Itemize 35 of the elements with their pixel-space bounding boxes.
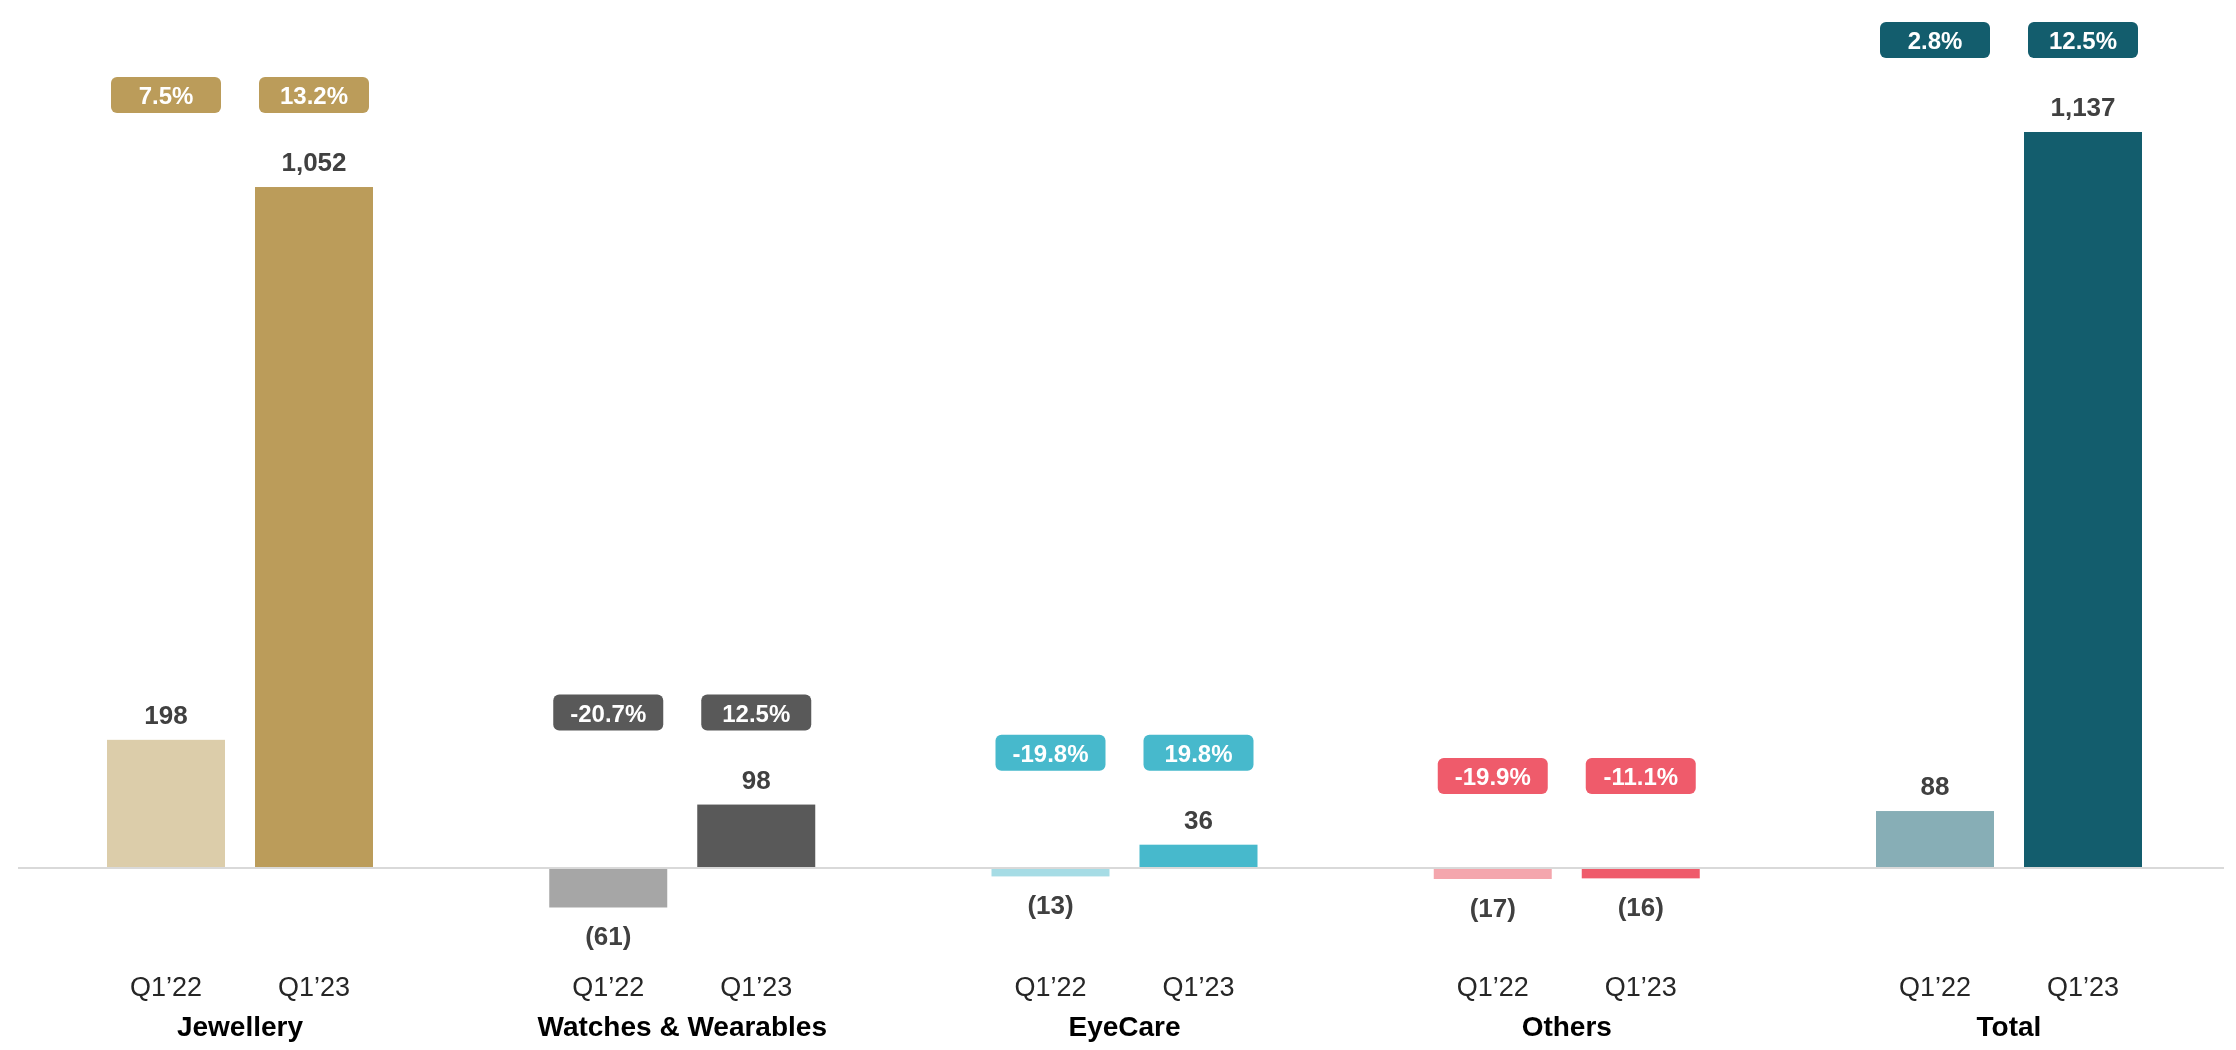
data-label: 1,052 bbox=[281, 147, 347, 178]
annotation: -19.8% bbox=[1012, 739, 1089, 767]
annotation: 19.8% bbox=[1164, 739, 1233, 767]
text: Others bbox=[1521, 1011, 1612, 1042]
data-label: 98 bbox=[741, 764, 771, 795]
text: 12.5% bbox=[2048, 27, 2118, 54]
x-tick-label: Q1’23 bbox=[1162, 972, 1235, 1002]
data-label: 36 bbox=[1184, 804, 1213, 835]
data-label: (61) bbox=[585, 921, 632, 952]
x-tick-label: Q1’23 bbox=[720, 972, 793, 1002]
data-label: 1,137 bbox=[2050, 92, 2116, 122]
annotation: -11.1% bbox=[1603, 763, 1679, 790]
text: 13.2% bbox=[279, 82, 349, 110]
text: 2.8% bbox=[1907, 27, 1963, 54]
x-tick-label: Q1’23 bbox=[1604, 972, 1677, 1002]
text: Watches & Wearables bbox=[537, 1011, 827, 1042]
text: 7.5% bbox=[138, 82, 194, 110]
x-tick-label: Q1’23 bbox=[277, 972, 351, 1002]
x-tick-label: Q1’22 bbox=[129, 972, 203, 1002]
annotation: 12.5% bbox=[722, 699, 791, 727]
x-tick-label: Q1’22 bbox=[1898, 972, 1972, 1002]
x-tick-label: Q1’22 bbox=[1456, 972, 1529, 1002]
text: Total bbox=[1976, 1011, 2042, 1042]
data-label: (17) bbox=[1469, 893, 1516, 923]
data-label: (16) bbox=[1617, 892, 1664, 923]
x-tick-label: Q1’22 bbox=[1014, 972, 1087, 1002]
annotation: -20.7% bbox=[570, 699, 647, 727]
annotation: -19.9% bbox=[1454, 763, 1531, 790]
text: EyeCare bbox=[1068, 1011, 1181, 1042]
text: Jewellery bbox=[176, 1011, 304, 1042]
data-label: (13) bbox=[1027, 890, 1074, 921]
data-label: 198 bbox=[144, 699, 188, 730]
x-tick-label: Q1’22 bbox=[572, 972, 645, 1002]
data-label: 88 bbox=[1920, 771, 1950, 802]
x-tick-label: Q1’23 bbox=[2046, 972, 2120, 1002]
